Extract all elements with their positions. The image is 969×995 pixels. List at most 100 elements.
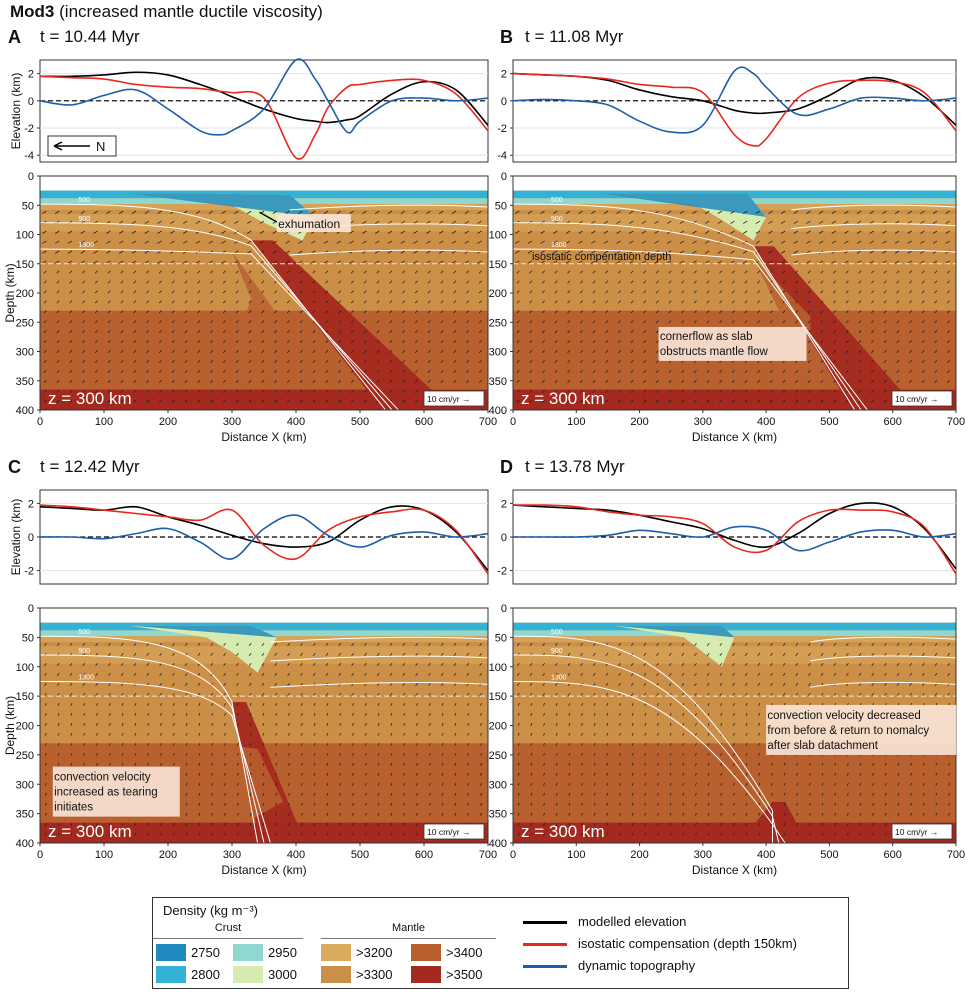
annotation-box bbox=[766, 704, 957, 755]
x-tick-label: 300 bbox=[694, 849, 712, 861]
velocity-arrow bbox=[529, 320, 533, 324]
velocity-arrow bbox=[363, 369, 367, 373]
y-tick-label: -2 bbox=[497, 123, 507, 135]
velocity-arrow bbox=[108, 752, 111, 756]
depth-tick-label: 300 bbox=[489, 347, 507, 359]
velocity-arrow bbox=[578, 240, 583, 244]
velocity-arrow bbox=[730, 240, 735, 244]
velocity-arrow bbox=[706, 692, 710, 696]
velocity-arrow bbox=[454, 742, 457, 746]
velocity-arrow bbox=[415, 682, 418, 686]
velocity-arrow bbox=[364, 722, 367, 726]
velocity-scale-box bbox=[891, 823, 953, 840]
velocity-arrow bbox=[480, 703, 482, 706]
crust-2750-region bbox=[129, 625, 277, 638]
velocity-arrow bbox=[313, 782, 316, 786]
x-axis-label: Distance X (km) bbox=[221, 863, 306, 877]
velocity-arrow bbox=[833, 652, 837, 656]
velocity-arrow bbox=[54, 240, 60, 244]
velocity-arrow bbox=[844, 230, 849, 234]
velocity-arrow bbox=[133, 379, 137, 383]
velocity-arrow bbox=[859, 822, 862, 826]
velocity-arrow bbox=[159, 662, 162, 666]
velocity-arrow bbox=[820, 290, 824, 294]
velocity-arrow bbox=[377, 752, 380, 756]
velocity-arrow bbox=[146, 379, 150, 383]
velocity-arrow bbox=[605, 290, 609, 294]
velocity-arrow bbox=[377, 732, 380, 736]
velocity-arrow bbox=[859, 832, 862, 836]
velocity-arrow bbox=[530, 712, 533, 716]
velocity-arrow bbox=[440, 290, 444, 294]
velocity-arrow bbox=[668, 280, 672, 284]
velocity-arrow bbox=[706, 682, 710, 686]
velocity-arrow bbox=[655, 340, 659, 344]
velocity-arrow bbox=[541, 379, 545, 383]
velocity-arrow bbox=[884, 822, 887, 826]
velocity-arrow bbox=[376, 280, 380, 284]
north-arrowhead-icon bbox=[53, 141, 63, 151]
velocity-arrow bbox=[223, 672, 226, 676]
velocity-arrow bbox=[441, 752, 444, 756]
velocity-arrow bbox=[704, 260, 710, 264]
velocity-arrow bbox=[184, 643, 188, 646]
velocity-arrow bbox=[312, 399, 316, 403]
velocity-arrow bbox=[629, 240, 634, 244]
velocity-arrow bbox=[466, 310, 470, 314]
velocity-arrow bbox=[517, 792, 520, 796]
velocity-arrow bbox=[106, 210, 111, 214]
velocity-arrow bbox=[134, 722, 137, 726]
velocity-arrow bbox=[872, 822, 875, 826]
velocity-arrow bbox=[720, 792, 723, 796]
velocity-arrow bbox=[717, 260, 723, 264]
velocity-arrow bbox=[285, 260, 290, 264]
depth-tick-label: 50 bbox=[22, 632, 34, 644]
velocity-arrow bbox=[288, 742, 290, 746]
velocity-arrow bbox=[147, 752, 150, 756]
velocity-arrow bbox=[707, 752, 710, 756]
velocity-arrow bbox=[467, 792, 470, 796]
velocity-arrow bbox=[820, 643, 824, 646]
velocity-arrow bbox=[350, 330, 354, 334]
velocity-arrow bbox=[313, 752, 316, 756]
velocity-arrow bbox=[261, 300, 265, 304]
velocity-arrow bbox=[224, 732, 226, 736]
velocity-arrow bbox=[807, 399, 811, 403]
velocity-arrow bbox=[416, 822, 418, 826]
velocity-arrow bbox=[389, 310, 393, 314]
velocity-arrow bbox=[121, 722, 124, 726]
velocity-arrow bbox=[643, 320, 647, 324]
x-axis-label: Distance X (km) bbox=[221, 430, 306, 444]
velocity-arrow bbox=[248, 310, 252, 314]
velocity-arrow bbox=[376, 692, 380, 696]
velocity-arrow bbox=[844, 240, 849, 244]
velocity-arrow bbox=[630, 340, 634, 344]
elevation-axis-label: Elevation (km) bbox=[9, 73, 23, 150]
velocity-arrow bbox=[248, 280, 252, 284]
velocity-arrow bbox=[466, 643, 470, 646]
velocity-arrow bbox=[285, 240, 290, 244]
velocity-arrow bbox=[56, 350, 60, 354]
velocity-arrow bbox=[414, 290, 418, 294]
velocity-arrow bbox=[210, 280, 214, 284]
velocity-arrow bbox=[681, 310, 685, 314]
velocity-arrow bbox=[706, 310, 710, 314]
velocity-arrow bbox=[158, 290, 162, 294]
velocity-arrow bbox=[643, 379, 647, 383]
velocity-arrow bbox=[376, 330, 380, 334]
swatch-mantle-3500 bbox=[411, 966, 441, 983]
velocity-arrow bbox=[403, 832, 406, 836]
velocity-arrow bbox=[118, 220, 124, 224]
velocity-arrow bbox=[248, 389, 252, 393]
velocity-arrow bbox=[57, 732, 60, 736]
velocity-arrow bbox=[351, 652, 354, 656]
annotation-detachment-1: convection velocity decreased bbox=[767, 710, 920, 722]
velocity-arrow bbox=[120, 320, 124, 324]
velocity-arrow bbox=[682, 832, 685, 836]
velocity-arrow bbox=[555, 732, 558, 736]
velocity-arrow bbox=[656, 643, 659, 646]
velocity-arrow bbox=[70, 762, 73, 766]
velocity-arrow bbox=[732, 662, 735, 666]
velocity-arrow bbox=[339, 782, 342, 786]
crust-2950-layer bbox=[513, 630, 956, 637]
